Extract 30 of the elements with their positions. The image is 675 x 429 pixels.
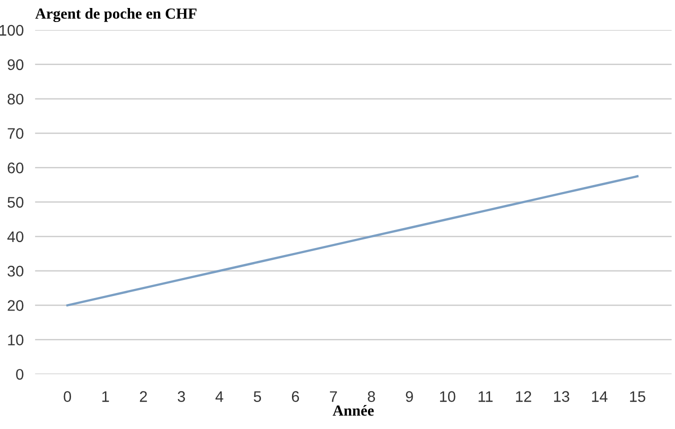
x-tick-label: 12: [516, 391, 532, 402]
x-tick-label: 1: [102, 391, 109, 402]
x-tick-label: 11: [478, 391, 493, 402]
y-tick-label: 90: [8, 59, 24, 70]
x-tick-label: 9: [406, 391, 413, 402]
x-tick-label: 5: [254, 391, 262, 402]
x-tick-label: 10: [440, 391, 456, 402]
y-tick-label: 70: [8, 128, 24, 139]
x-tick-label: 2: [140, 391, 147, 402]
y-tick-label: 30: [8, 266, 24, 277]
x-tick-label: 8: [368, 391, 375, 402]
y-tick-label: 100: [0, 24, 24, 36]
x-tick-label: 14: [592, 391, 608, 402]
x-tick-label: 3: [178, 391, 185, 402]
x-tick-label: 6: [292, 391, 299, 402]
x-tick-label: 0: [64, 391, 72, 402]
line-series: [66, 175, 639, 306]
y-tick-label: 0: [16, 368, 24, 380]
x-tick-label: 15: [630, 391, 646, 402]
x-tick-label: 7: [330, 391, 337, 402]
x-tick-label: 13: [554, 391, 570, 402]
y-tick-label: 40: [7, 231, 24, 242]
y-tick-label: 80: [8, 94, 24, 105]
x-axis-title: Année: [332, 404, 374, 416]
y-tick-label: 20: [8, 300, 24, 311]
y-tick-label: 60: [8, 162, 24, 174]
y-tick-label: 50: [8, 196, 24, 208]
x-tick-label: 4: [216, 391, 224, 402]
chart-title: Argent de poche en CHF: [35, 8, 196, 22]
y-tick-label: 10: [8, 334, 24, 346]
